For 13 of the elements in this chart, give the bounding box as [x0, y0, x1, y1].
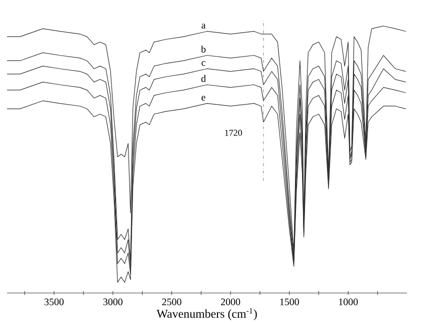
- x-tick-label: 2500: [162, 298, 182, 306]
- x-axis-title: Wavenumbers (cm$^{-1}$): [156, 308, 257, 320]
- x-tick-label: 1000: [339, 298, 358, 306]
- x-tick-label: 3000: [103, 298, 122, 306]
- series-label: c: [202, 61, 206, 66]
- series-label: a: [202, 24, 206, 29]
- series-label: b: [200, 46, 206, 53]
- x-tick-label: 1500: [280, 298, 299, 306]
- ref-line-label: 1720: [225, 130, 242, 136]
- x-tick-label: 3500: [44, 298, 64, 306]
- x-tick-label: 2000: [221, 298, 240, 306]
- series-label: d: [201, 74, 206, 82]
- series-label: e: [202, 96, 206, 101]
